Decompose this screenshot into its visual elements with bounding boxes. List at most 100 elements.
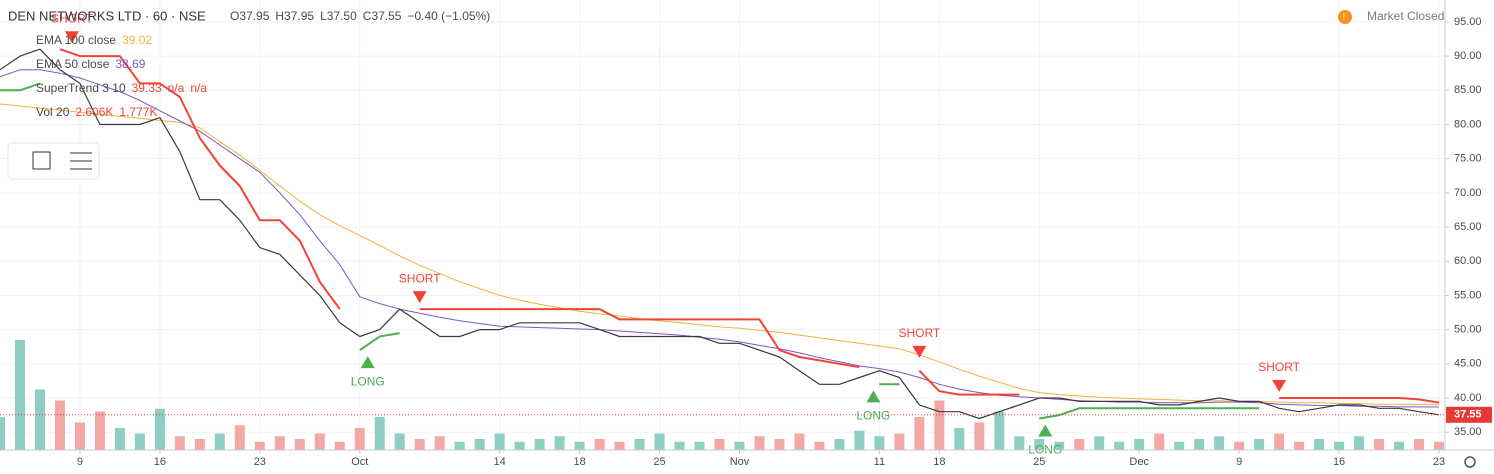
x-tick-label: 23 [1433, 456, 1445, 468]
volume-bar [1394, 441, 1405, 450]
volume-bar [1094, 436, 1105, 450]
volume-bar [814, 441, 825, 450]
toolbar-box[interactable] [7, 142, 100, 180]
volume-bar [1414, 439, 1425, 450]
volume-bar [254, 441, 265, 450]
legend: EMA 100 close 39.02 EMA 50 close 38.69 Super… [36, 33, 207, 119]
volume-bar [374, 417, 385, 450]
x-tick-label: 16 [1333, 456, 1345, 468]
legend-value: 39.33 [132, 81, 162, 95]
x-tick-label: 18 [573, 456, 585, 468]
x-tick-label: Dec [1129, 456, 1149, 468]
volume-bar [1114, 441, 1125, 450]
volume-bar [294, 439, 305, 450]
y-tick-label: 70.00 [1454, 187, 1482, 199]
legend-value: n/a [168, 81, 185, 95]
volume-bar [34, 389, 45, 450]
volume-bar [14, 340, 25, 450]
x-tick-label: 25 [653, 456, 665, 468]
y-tick-label: 45.00 [1454, 358, 1482, 370]
symbol-title: DEN NETWORKS LTD · 60 · NSE [8, 8, 206, 23]
volume-bar [1354, 436, 1365, 450]
last-price-tag [1446, 406, 1492, 423]
volume-bar [1134, 439, 1145, 450]
ohlc-value: C37.55 [363, 9, 402, 23]
legend-value: 1.777K [119, 105, 157, 119]
volume-bar [1214, 436, 1225, 450]
signal-marker [912, 345, 927, 358]
volume-bar [74, 422, 85, 450]
volume-bar [1154, 433, 1165, 450]
volume-bar [614, 441, 625, 450]
volume-bar [954, 428, 965, 450]
y-tick-label: 65.00 [1454, 221, 1482, 233]
x-tick-label: 11 [874, 456, 885, 468]
x-tick-label: 9 [77, 456, 83, 468]
volume-bar [114, 428, 125, 450]
volume-bar [1074, 439, 1085, 450]
change-value: −0.40 (−1.05%) [407, 9, 490, 23]
volume-bar [434, 436, 445, 450]
volume-pane [0, 340, 1445, 450]
axes: 35.00 40.00 45.00 50.00 55.00 60.00 65.00 70.00… [77, 16, 1492, 468]
settings-icon[interactable] [1464, 456, 1476, 468]
x-tick-label: Oct [351, 456, 368, 468]
ema-line [0, 69, 1440, 408]
legend-value: 38.69 [115, 57, 145, 71]
volume-bar [1374, 439, 1385, 450]
volume-bar [334, 441, 345, 450]
supertrend-down [59, 48, 1440, 404]
signal-label: SHORT [51, 11, 93, 25]
legend-name: EMA 100 close [36, 33, 116, 47]
volume-bar [534, 439, 545, 450]
signal-marker [64, 31, 79, 44]
signal-label: SHORT [1258, 360, 1300, 374]
volume-bar [914, 417, 925, 450]
drawing-toolbar[interactable] [7, 142, 100, 180]
x-tick-label: 14 [494, 456, 506, 468]
volume-bar [894, 433, 905, 450]
legend-name: SuperTrend 3 10 [36, 81, 126, 95]
volume-bar [1314, 439, 1325, 450]
x-tick-label: 25 [1033, 456, 1045, 468]
y-tick-label: 55.00 [1454, 289, 1482, 301]
y-tick-label: 60.00 [1454, 255, 1482, 267]
volume-bar [0, 417, 5, 450]
volume-bar [1234, 441, 1245, 450]
volume-bar [1434, 441, 1445, 450]
volume-bar [414, 439, 425, 450]
legend-value: n/a [190, 81, 207, 95]
x-tick-label: 9 [1236, 456, 1242, 468]
volume-bar [54, 400, 65, 450]
volume-bar [1274, 433, 1285, 450]
signal-marker [1272, 380, 1287, 393]
volume-bar [854, 430, 865, 450]
volume-bar [274, 436, 285, 450]
volume-bar [214, 433, 225, 450]
volume-bar [1174, 441, 1185, 450]
volume-bar [454, 441, 465, 450]
y-tick-label: 85.00 [1454, 84, 1482, 96]
ohlc-value: L37.50 [320, 9, 357, 23]
volume-bar [1334, 441, 1345, 450]
volume-bar [594, 439, 605, 450]
legend-name: EMA 50 close [36, 57, 110, 71]
signal-marker [1038, 424, 1053, 437]
volume-bar [394, 433, 405, 450]
volume-bar [934, 400, 945, 450]
y-tick-label: 90.00 [1454, 50, 1482, 62]
signal-marker [360, 356, 375, 369]
volume-bar [1254, 439, 1265, 450]
y-tick-label: 35.00 [1454, 426, 1482, 438]
volume-bar [794, 433, 805, 450]
volume-bar [754, 436, 765, 450]
volume-bar [574, 441, 585, 450]
volume-bar [734, 441, 745, 450]
signal-marker [866, 390, 881, 403]
volume-bar [674, 441, 685, 450]
last-price-label: 37.55 [1454, 409, 1482, 421]
signal-label: SHORT [399, 271, 441, 285]
rect-tool[interactable] [32, 151, 51, 170]
